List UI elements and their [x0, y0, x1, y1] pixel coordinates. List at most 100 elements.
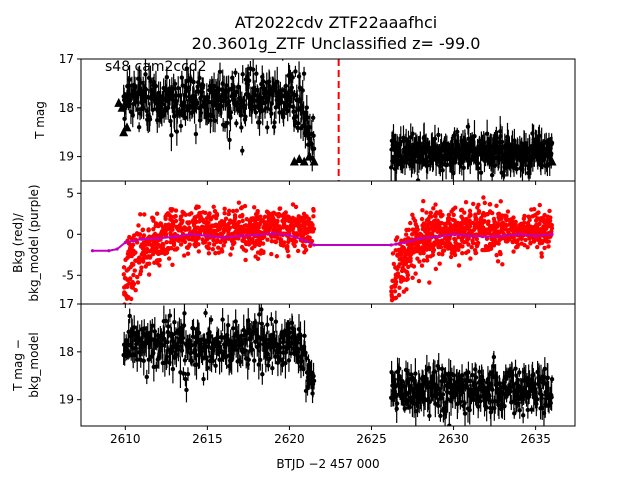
bkg-point [187, 244, 191, 248]
bkg-point [437, 262, 441, 266]
bkg-point [441, 241, 445, 245]
bkg-model-point [403, 241, 406, 244]
bkg-point [255, 226, 259, 230]
data-point [168, 119, 172, 123]
bkg-point [433, 214, 437, 218]
bkg-point [394, 276, 398, 280]
bkg-point [540, 254, 544, 258]
y-tick-label: 0 [66, 227, 74, 241]
data-point [266, 363, 270, 367]
bkg-point [421, 199, 425, 203]
bkg-point [207, 227, 211, 231]
data-point [252, 358, 256, 362]
data-point [254, 110, 258, 114]
bkg-point [165, 251, 169, 255]
bkg-point [222, 243, 226, 247]
panel-middle: 50-5 [62, 181, 575, 337]
data-point [260, 372, 264, 376]
bkg-point [127, 251, 131, 255]
bkg-point [201, 237, 205, 241]
data-point [473, 367, 477, 371]
bkg-point [389, 311, 393, 315]
bkg-point [168, 231, 172, 235]
data-point [127, 77, 131, 81]
bkg-point [546, 221, 550, 225]
bkg-point [547, 217, 551, 221]
data-point [472, 134, 476, 138]
bkg-point [281, 243, 285, 247]
data-point [397, 366, 401, 370]
data-point [416, 178, 420, 182]
bkg-model-point [255, 234, 258, 237]
data-point [467, 408, 471, 412]
bkg-point [488, 210, 492, 214]
bkg-point [286, 254, 290, 258]
data-point [227, 138, 231, 142]
data-point [479, 170, 483, 174]
bkg-model-point [550, 233, 553, 236]
bkg-point [207, 211, 211, 215]
bkg-point [456, 225, 460, 229]
bkg-point [532, 207, 536, 211]
bkg-model-point [107, 249, 110, 252]
bkg-point [233, 213, 237, 217]
bkg-point [403, 250, 407, 254]
bkg-point [125, 268, 129, 272]
bkg-model-point [271, 232, 274, 235]
bkg-point [172, 215, 176, 219]
data-point [201, 377, 205, 381]
bkg-point [138, 272, 142, 276]
bkg-point [513, 228, 517, 232]
bkg-point [392, 311, 396, 315]
bkg-point [404, 287, 408, 291]
bkg-point [401, 276, 405, 280]
bkg-point [538, 241, 542, 245]
bkg-point [412, 264, 416, 268]
bkg-point [245, 240, 249, 244]
bkg-point [500, 262, 504, 266]
bkg-point [302, 218, 306, 222]
bkg-point [437, 221, 441, 225]
bkg-point [303, 230, 307, 234]
bkg-point [453, 240, 457, 244]
data-point [305, 105, 309, 109]
y-tick-label: 18 [59, 101, 74, 115]
bkg-point [136, 223, 140, 227]
data-point [287, 358, 291, 362]
bkg-model-point [157, 237, 160, 240]
bkg-point [432, 248, 436, 252]
bkg-model-point [304, 239, 307, 242]
bkg-point [397, 286, 401, 290]
bkg-point [220, 231, 224, 235]
bkg-point [150, 215, 154, 219]
bkg-point [240, 245, 244, 249]
data-point [550, 141, 554, 145]
bkg-point [390, 294, 394, 298]
bkg-point [302, 250, 306, 254]
bkg-point [411, 242, 415, 246]
bkg-point [515, 245, 519, 249]
bkg-point [204, 221, 208, 225]
data-point [302, 71, 306, 75]
data-point [521, 413, 525, 417]
bkg-point [468, 256, 472, 260]
data-point [389, 370, 393, 374]
bkg-point [230, 232, 234, 236]
data-point [197, 331, 201, 335]
bkg-point [214, 216, 218, 220]
data-point [258, 358, 262, 362]
bkg-point [141, 251, 145, 255]
plot-area [91, 195, 554, 337]
bkg-point [251, 228, 255, 232]
upper-limit-marker [122, 122, 131, 131]
data-point [154, 84, 158, 88]
bkg-point [128, 265, 132, 269]
bkg-point [122, 272, 126, 276]
bkg-point [406, 273, 410, 277]
bkg-point [141, 228, 145, 232]
bkg-point [534, 223, 538, 227]
bkg-point [420, 217, 424, 221]
data-point [137, 125, 141, 129]
bkg-point [476, 203, 480, 207]
title-line-1: AT2022cdv ZTF22aaafhci [235, 13, 437, 32]
